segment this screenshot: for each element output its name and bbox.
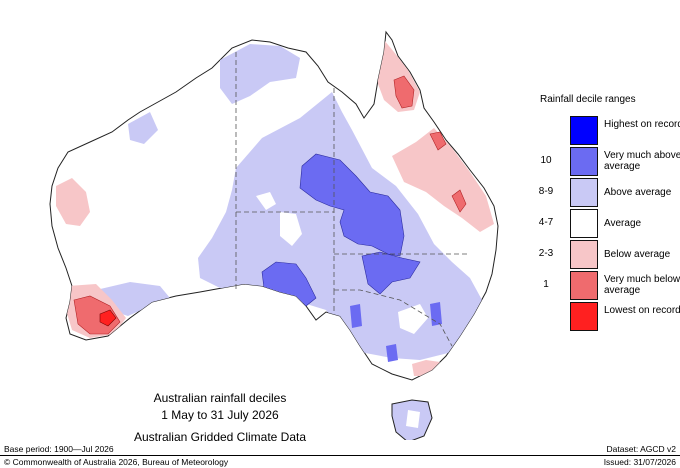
- region-below-average-wa-west: [56, 178, 90, 226]
- legend-title: Rainfall decile ranges: [540, 94, 636, 105]
- legend-swatch: [570, 302, 598, 331]
- region-very-much-below-qld-north: [393, 75, 415, 109]
- region-very-much-above-small-3: [386, 344, 398, 362]
- legend-item: 8-9 Above average: [528, 178, 678, 208]
- region-very-much-below-qld-coast: [451, 189, 467, 213]
- legend-range: 2-3: [538, 248, 554, 259]
- legend-label: Above average: [604, 187, 672, 198]
- legend-label: Average: [604, 218, 642, 229]
- region-very-much-above-small-2: [430, 302, 442, 326]
- map-title: Australian rainfall deciles: [153, 391, 287, 405]
- legend-label: Highest on record: [604, 119, 680, 130]
- region-average-patch-3: [398, 304, 428, 334]
- legend-item: 1 Very much below average: [528, 271, 680, 301]
- legend-label: Very much above average: [604, 150, 680, 172]
- legend-range: 10: [540, 155, 552, 166]
- region-average-patch-1: [256, 192, 276, 210]
- footer-divider: [0, 455, 680, 456]
- legend-item: 2-3 Below average: [528, 240, 678, 270]
- region-very-much-above-nsw: [361, 251, 421, 295]
- legend-swatch: [570, 116, 598, 145]
- rainfall-decile-map: [49, 30, 499, 440]
- map-dataset-name: Australian Gridded Climate Data: [133, 430, 307, 444]
- legend-swatch: [570, 240, 598, 269]
- region-average-patch-2: [280, 212, 302, 246]
- map-period: 1 May to 31 July 2026: [161, 408, 279, 422]
- legend-range: 4-7: [538, 217, 554, 228]
- legend-item: Lowest on record: [528, 302, 680, 332]
- legend-label: Very much below average: [604, 274, 680, 296]
- state-borders: [235, 52, 470, 347]
- issued-date: Issued: 31/07/2026: [603, 457, 676, 467]
- region-above-average-kimberley: [128, 112, 158, 144]
- legend-swatch: [570, 147, 598, 176]
- copyright: © Commonwealth of Australia 2026, Bureau…: [4, 457, 229, 467]
- legend-range: 8-9: [538, 186, 554, 197]
- region-below-average-qld-east: [392, 128, 494, 232]
- legend-item: 4-7 Average: [528, 209, 678, 239]
- region-very-much-above-small-1: [350, 304, 362, 328]
- region-lowest-on-record-wa: [99, 309, 117, 327]
- decile-regions: [56, 40, 494, 376]
- legend-swatch: [570, 209, 598, 238]
- base-period: Base period: 1900—Jul 2026: [4, 444, 114, 454]
- dataset-label: Dataset: AGCD v2: [606, 444, 676, 454]
- tasmania-average-patch: [406, 410, 420, 428]
- legend-item: 10 Very much above average: [528, 147, 680, 177]
- region-above-average-north: [220, 44, 300, 104]
- legend-swatch: [570, 178, 598, 207]
- legend-swatch: [570, 271, 598, 300]
- legend-item: Highest on record: [528, 116, 680, 146]
- legend-range: 1: [543, 279, 549, 290]
- legend-label: Below average: [604, 249, 671, 260]
- region-very-much-below-qld-east: [429, 131, 447, 151]
- australia-landmass: [49, 30, 499, 440]
- legend-label: Lowest on record: [604, 305, 680, 316]
